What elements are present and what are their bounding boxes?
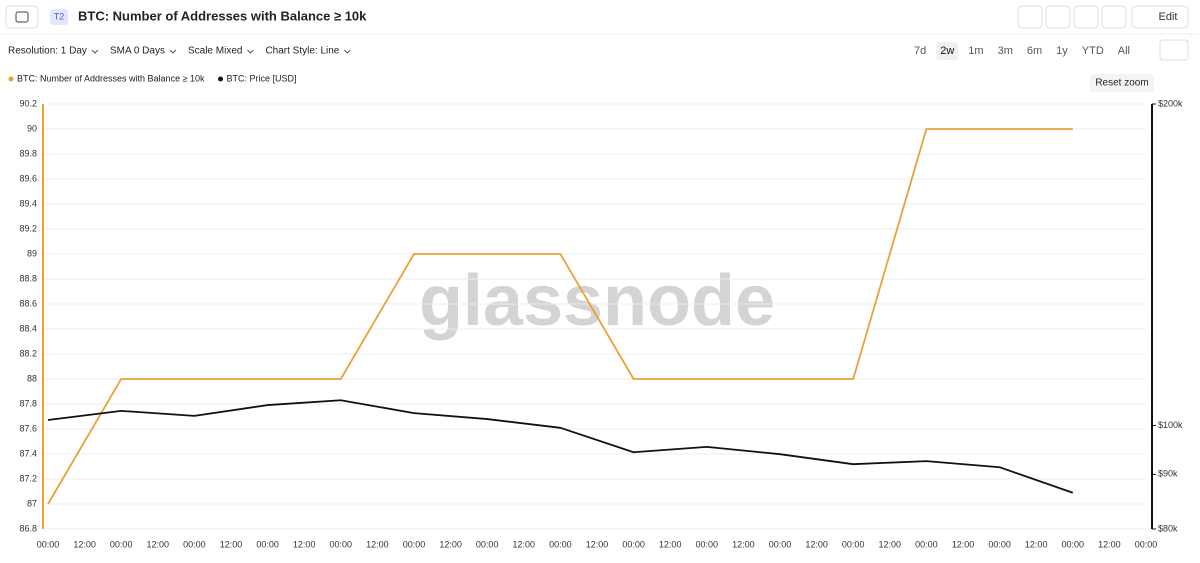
x-tick-label: 12:00 [1025, 539, 1048, 549]
star-button[interactable] [1017, 5, 1043, 29]
x-tick-label: 00:00 [842, 539, 865, 549]
x-tick-label: 00:00 [37, 539, 60, 549]
range-active [936, 42, 959, 60]
y2-tick-label: $80k [1158, 523, 1178, 533]
badge [50, 9, 68, 25]
x-tick-label: 00:00 [769, 539, 792, 549]
watermark: glassnode [419, 261, 775, 341]
x-tick-label: 12:00 [147, 539, 170, 549]
y-tick-label: 87.2 [19, 473, 37, 483]
toolbar-option[interactable]: Resolution: 1 Day [8, 46, 87, 57]
x-tick-label: 00:00 [1062, 539, 1085, 549]
range-button[interactable]: 3m [998, 45, 1013, 57]
copy-button[interactable] [1101, 5, 1127, 29]
sidebar-toggle[interactable] [5, 5, 39, 29]
range-button[interactable]: 2w [940, 45, 954, 57]
x-tick-label: 12:00 [586, 539, 609, 549]
x-tick-label: 00:00 [549, 539, 572, 549]
calendar-button[interactable] [1159, 39, 1189, 61]
x-tick-label: 00:00 [403, 539, 426, 549]
x-tick-label: 00:00 [256, 539, 279, 549]
x-tick-label: 00:00 [622, 539, 645, 549]
y-tick-label: 88.4 [19, 323, 37, 333]
dropdown-chevron [169, 49, 177, 54]
dropdown-chevron [247, 49, 254, 54]
x-tick-label: 12:00 [732, 539, 755, 549]
x-tick-label: 12:00 [952, 539, 975, 549]
y2-tick-label: $90k [1158, 469, 1178, 479]
y-tick-label: 87.6 [19, 423, 37, 433]
y-tick-label: 89.2 [19, 223, 37, 233]
y2-tick-label: $100k [1158, 420, 1183, 430]
alert-button[interactable] [1045, 5, 1071, 29]
y-tick-label: 89 [27, 248, 37, 258]
reset-zoom-button[interactable] [1090, 74, 1154, 92]
x-tick-label: 00:00 [915, 539, 938, 549]
x-tick-label: 00:00 [476, 539, 499, 549]
x-tick-label: 12:00 [366, 539, 389, 549]
x-tick-label: 00:00 [988, 539, 1011, 549]
dropdown-chevron [91, 49, 99, 54]
y-tick-label: 87.4 [19, 448, 37, 458]
y-tick-label: 90.2 [19, 98, 37, 108]
range-button[interactable]: All [1118, 45, 1130, 57]
range-button[interactable]: 1m [968, 45, 983, 57]
page-title: BTC: Number of Addresses with Balance ≥ … [78, 8, 367, 23]
x-tick-label: 12:00 [805, 539, 828, 549]
toolbar-option[interactable]: SMA 0 Days [110, 46, 165, 57]
toolbar-option[interactable]: Scale Mixed [188, 46, 242, 57]
legend-dot [218, 76, 224, 82]
x-tick-label: 12:00 [293, 539, 316, 549]
y-tick-label: 87 [27, 498, 37, 508]
toolbar-option[interactable]: Chart Style: Line [265, 46, 339, 57]
x-tick-label: 12:00 [1098, 539, 1121, 549]
x-tick-label: 12:00 [73, 539, 96, 549]
x-tick-label: 12:00 [220, 539, 243, 549]
series-line [47, 399, 1074, 494]
share-button[interactable] [1073, 5, 1099, 29]
range-button[interactable]: 7d [914, 45, 926, 57]
y-tick-label: 88.2 [19, 348, 37, 358]
series-line [47, 128, 1073, 505]
legend-entry[interactable]: BTC: Price [USD] [227, 73, 297, 83]
y-tick-label: 90 [27, 123, 37, 133]
x-tick-label: 12:00 [439, 539, 462, 549]
range-button[interactable]: 6m [1027, 45, 1042, 57]
y-tick-label: 87.8 [19, 398, 37, 408]
y-tick-label: 89.8 [19, 148, 37, 158]
x-tick-label: 00:00 [1135, 539, 1158, 549]
y2-tick-label: $200k [1158, 98, 1183, 108]
sidebar-icon [15, 11, 29, 23]
y-tick-label: 88.6 [19, 298, 37, 308]
y-tick-label: 89.4 [19, 198, 37, 208]
edit-label: Edit [1159, 11, 1178, 23]
x-tick-label: 00:00 [696, 539, 719, 549]
legend-entry[interactable]: BTC: Number of Addresses with Balance ≥ … [17, 73, 205, 83]
x-tick-label: 00:00 [183, 539, 206, 549]
x-tick-label: 00:00 [110, 539, 133, 549]
edit-button[interactable] [1131, 5, 1189, 29]
y-tick-label: 89.6 [19, 173, 37, 183]
x-tick-label: 12:00 [879, 539, 902, 549]
range-button[interactable]: YTD [1082, 45, 1104, 57]
range-button[interactable]: 1y [1056, 45, 1068, 57]
reset-zoom-label: Reset zoom [1095, 78, 1148, 89]
y-tick-label: 86.8 [19, 523, 37, 533]
x-tick-label: 12:00 [659, 539, 682, 549]
y-tick-label: 88 [27, 373, 37, 383]
x-tick-label: 12:00 [513, 539, 536, 549]
x-tick-label: 00:00 [330, 539, 353, 549]
dropdown-chevron [344, 49, 351, 54]
y-tick-label: 88.8 [19, 273, 37, 283]
legend-dot [8, 76, 14, 82]
badge-text: T2 [54, 11, 65, 21]
